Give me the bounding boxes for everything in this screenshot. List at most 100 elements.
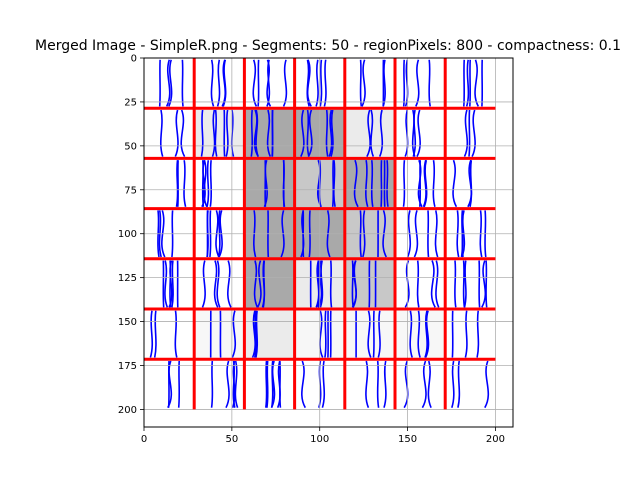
contour-line bbox=[432, 160, 436, 208]
contour-line bbox=[402, 160, 406, 207]
contour-line bbox=[252, 59, 258, 107]
contour-line bbox=[421, 360, 427, 409]
contour-line bbox=[216, 260, 221, 308]
contour-line bbox=[306, 59, 310, 107]
contour-line bbox=[234, 360, 239, 408]
contour-line bbox=[200, 109, 204, 157]
contour-line bbox=[404, 59, 409, 107]
contour-line bbox=[323, 59, 327, 107]
contour-line bbox=[225, 109, 229, 157]
contour-line bbox=[266, 360, 269, 408]
contour-line bbox=[282, 160, 286, 207]
contour-line bbox=[319, 260, 324, 308]
contour-line bbox=[451, 360, 455, 408]
contour-line bbox=[465, 59, 470, 107]
axes-frame bbox=[143, 57, 514, 428]
contour-line bbox=[169, 260, 172, 308]
contour-line bbox=[201, 260, 206, 308]
contour-line bbox=[416, 109, 421, 157]
contour-line bbox=[254, 310, 257, 358]
contour-line bbox=[265, 360, 268, 408]
contour-line bbox=[423, 159, 428, 208]
segment-cell bbox=[244, 309, 295, 360]
grid-layer bbox=[144, 58, 513, 427]
segment-cell bbox=[244, 158, 295, 209]
y-tick-label: 125 bbox=[118, 273, 137, 284]
contour-line bbox=[481, 260, 487, 308]
contour-line bbox=[306, 109, 310, 157]
contour-line bbox=[263, 159, 268, 208]
contour-line bbox=[468, 109, 471, 157]
contour-line bbox=[330, 109, 334, 157]
contour-line bbox=[478, 260, 481, 308]
contour-line bbox=[424, 310, 430, 358]
contour-line bbox=[250, 109, 254, 157]
segment-cell bbox=[395, 309, 446, 360]
contour-line bbox=[210, 360, 214, 408]
contour-line bbox=[270, 360, 276, 409]
contour-line bbox=[181, 59, 184, 107]
contour-line bbox=[370, 109, 375, 157]
contour-line bbox=[464, 310, 468, 358]
contour-line bbox=[149, 310, 154, 358]
contour-line bbox=[471, 109, 476, 157]
contour-line bbox=[329, 260, 333, 308]
y-tick-label: 0 bbox=[131, 54, 137, 65]
contour-line bbox=[255, 310, 259, 358]
contour-line bbox=[183, 160, 187, 208]
contour-line bbox=[435, 260, 440, 308]
contour-line bbox=[427, 360, 432, 409]
contour-line bbox=[417, 310, 421, 358]
contour-line bbox=[325, 109, 329, 157]
contour-line bbox=[352, 260, 357, 308]
contour-line bbox=[428, 59, 431, 107]
contour-line bbox=[462, 260, 466, 308]
contour-line bbox=[454, 260, 457, 308]
contour-line bbox=[257, 59, 260, 107]
contour-line bbox=[279, 360, 282, 408]
contour-line bbox=[315, 59, 319, 107]
contour-line bbox=[227, 260, 232, 308]
y-tick-label: 50 bbox=[124, 141, 137, 152]
contour-line bbox=[164, 260, 169, 308]
contour-line bbox=[463, 109, 469, 157]
region-boundary-layer bbox=[144, 58, 496, 410]
contour-line bbox=[225, 360, 230, 409]
contour-line bbox=[213, 260, 219, 308]
contour-line bbox=[231, 310, 237, 358]
contour-line bbox=[484, 360, 490, 409]
contour-line bbox=[463, 260, 467, 308]
contour-line bbox=[383, 360, 387, 408]
contour-line bbox=[382, 59, 386, 107]
contour-line bbox=[262, 260, 266, 308]
contour-line bbox=[402, 59, 406, 107]
contour-line bbox=[210, 59, 215, 107]
contour-line bbox=[409, 310, 413, 358]
contour-line bbox=[353, 159, 359, 208]
contour-line bbox=[424, 310, 428, 358]
contour-line bbox=[457, 360, 461, 408]
contour-line bbox=[206, 160, 210, 207]
y-axis: 0 25 50 75 100 125 150 175 200 bbox=[118, 54, 144, 416]
contour-line bbox=[266, 59, 272, 107]
contour-line bbox=[153, 310, 157, 358]
y-tick-label: 25 bbox=[124, 97, 137, 108]
contour-line bbox=[174, 310, 178, 358]
contour-line bbox=[430, 260, 436, 308]
contour-line bbox=[321, 360, 326, 408]
contour-line bbox=[216, 59, 221, 107]
contour-line bbox=[376, 360, 380, 408]
contour-line bbox=[282, 59, 288, 107]
contour-line bbox=[300, 109, 305, 157]
contour-line bbox=[175, 160, 179, 207]
contour-line bbox=[416, 260, 420, 308]
contour-line bbox=[211, 109, 216, 157]
contour-line bbox=[253, 260, 259, 308]
contour-line bbox=[366, 109, 371, 157]
contour-line bbox=[317, 260, 321, 308]
contour-line bbox=[177, 360, 181, 408]
contour-line bbox=[167, 360, 173, 409]
contour-line bbox=[331, 160, 335, 207]
contour-line bbox=[168, 59, 173, 107]
contour-line bbox=[328, 109, 333, 157]
